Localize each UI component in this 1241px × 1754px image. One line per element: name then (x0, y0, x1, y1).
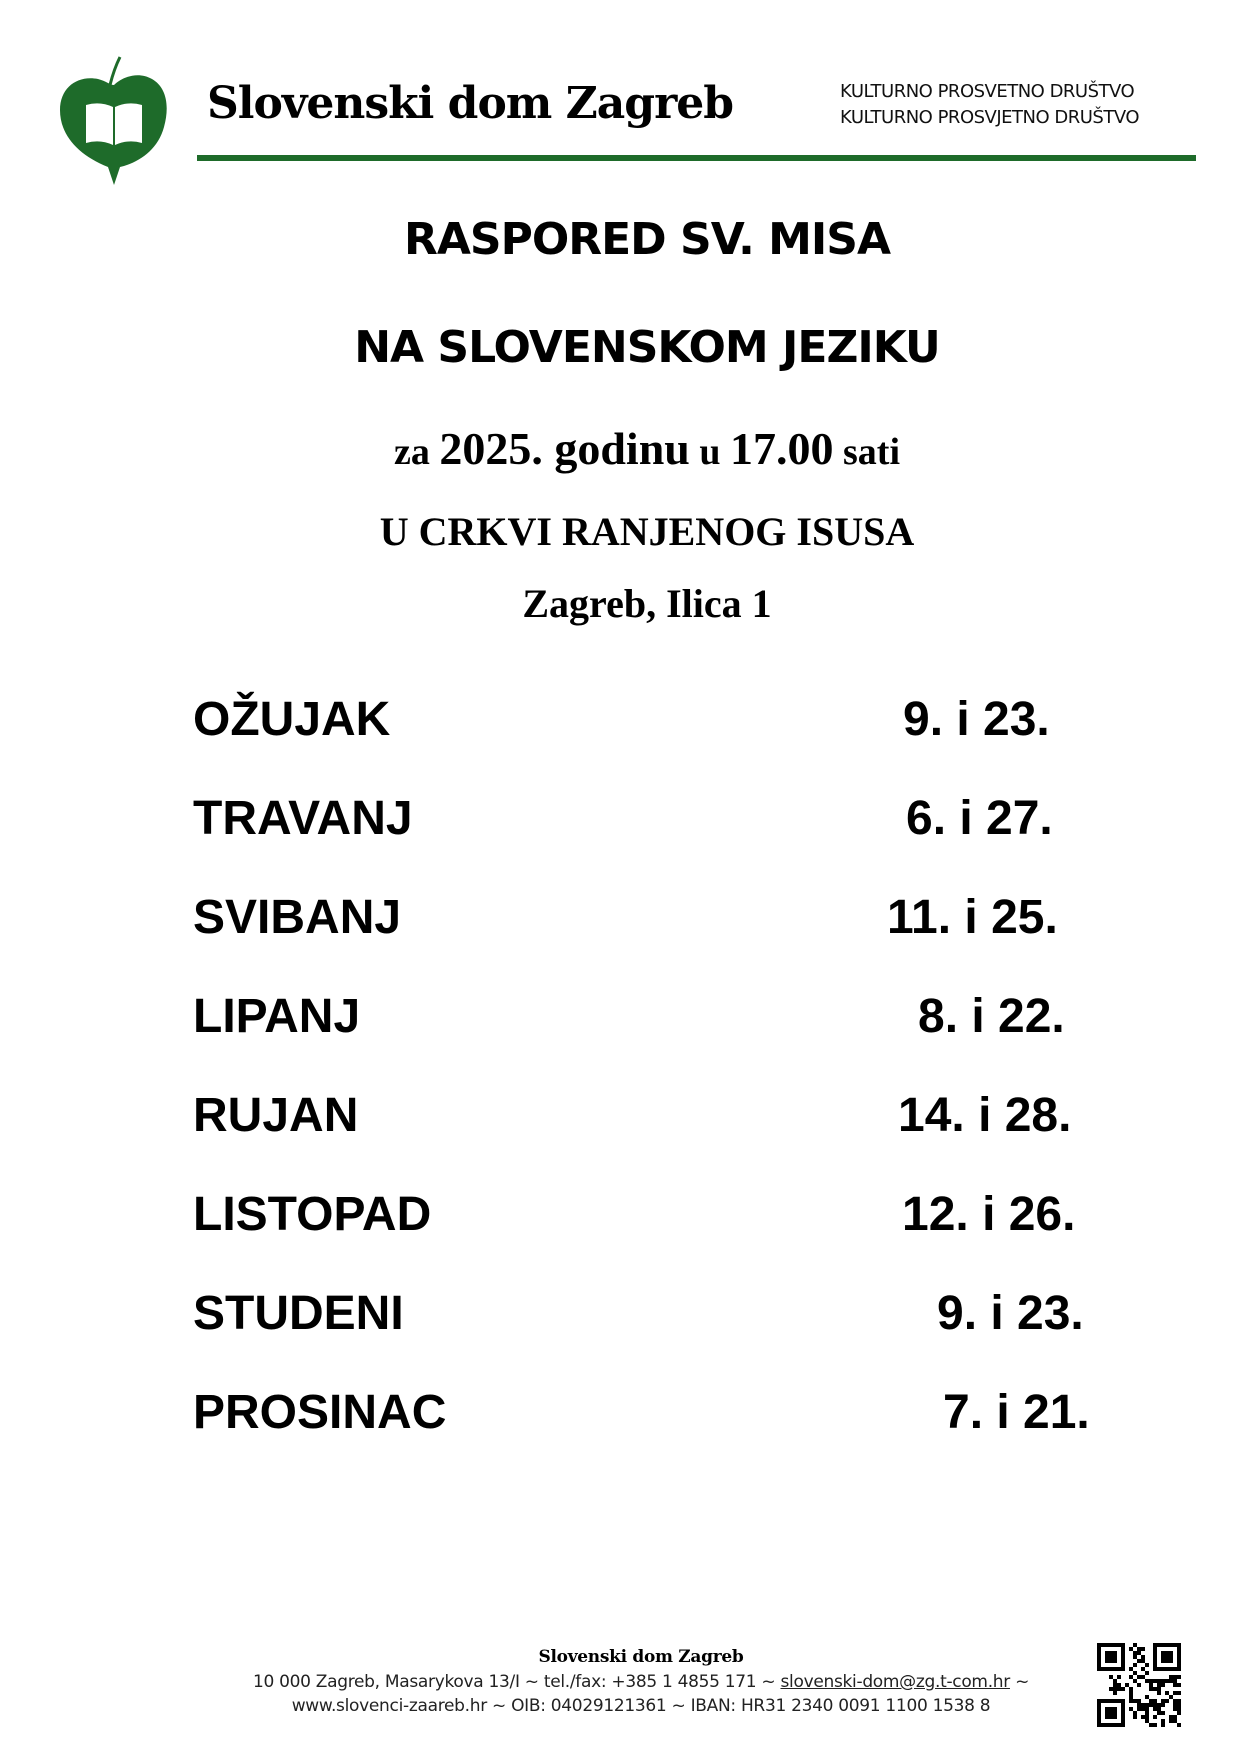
org-name: Slovenski dom Zagreb (207, 78, 734, 129)
title-line-3: za 2025. godinu u 17.00 sati (0, 422, 1241, 475)
t3e: sati (833, 431, 901, 473)
header-divider (197, 155, 1196, 161)
month-label: LIPANJ (193, 990, 361, 1043)
org-subtitle-1: KULTURNO PROSVETNO DRUŠTVO (840, 81, 1135, 102)
month-label: RUJAN (193, 1089, 359, 1142)
month-label: TRAVANJ (193, 792, 413, 845)
title-line-2: NA SLOVENSKOM JEZIKU (354, 322, 941, 373)
mass-dates: 7. i 21. (943, 1386, 1090, 1439)
church-address: Zagreb, Ilica 1 (522, 581, 772, 626)
mass-dates: 8. i 22. (918, 990, 1065, 1043)
church-name: U CRKVI RANJENOG ISUSA (379, 509, 915, 554)
month-label: SVIBANJ (193, 891, 402, 944)
qr-code (1097, 1643, 1181, 1727)
month-label: PROSINAC (193, 1386, 447, 1439)
mass-dates: 6. i 27. (906, 792, 1053, 845)
mass-dates: 14. i 28. (898, 1089, 1072, 1142)
year: 2025. godinu (439, 423, 690, 474)
footer-address: 10 000 Zagreb, Masarykova 13/I ~ tel./fa… (252, 1672, 781, 1692)
leaf-book-logo (60, 56, 167, 185)
month-label: OŽUJAK (193, 693, 391, 746)
mass-dates: 9. i 23. (903, 693, 1050, 746)
footer-email-link[interactable]: slovenski-dom@zg.t-com.hr (780, 1672, 1010, 1692)
footer-name: Slovenski dom Zagreb (538, 1647, 744, 1667)
month-label: STUDENI (193, 1287, 404, 1340)
mass-dates: 11. i 25. (887, 891, 1058, 944)
org-subtitle-2: KULTURNO PROSVJETNO DRUŠTVO (840, 107, 1140, 128)
footer-sep: ~ (1009, 1672, 1030, 1692)
mass-dates: 12. i 26. (902, 1188, 1076, 1241)
title-line-1: RASPORED SV. MISA (403, 214, 891, 265)
t3c: u (689, 431, 731, 473)
month-label: LISTOPAD (193, 1188, 432, 1241)
time: 17.00 (730, 423, 834, 474)
mass-dates: 9. i 23. (937, 1287, 1084, 1340)
footer-web-ids: www.slovenci-zaareb.hr ~ OIB: 0402912136… (291, 1696, 991, 1716)
footer-contact: 10 000 Zagreb, Masarykova 13/I ~ tel./fa… (0, 1672, 1241, 1692)
t3a: za (393, 431, 440, 473)
